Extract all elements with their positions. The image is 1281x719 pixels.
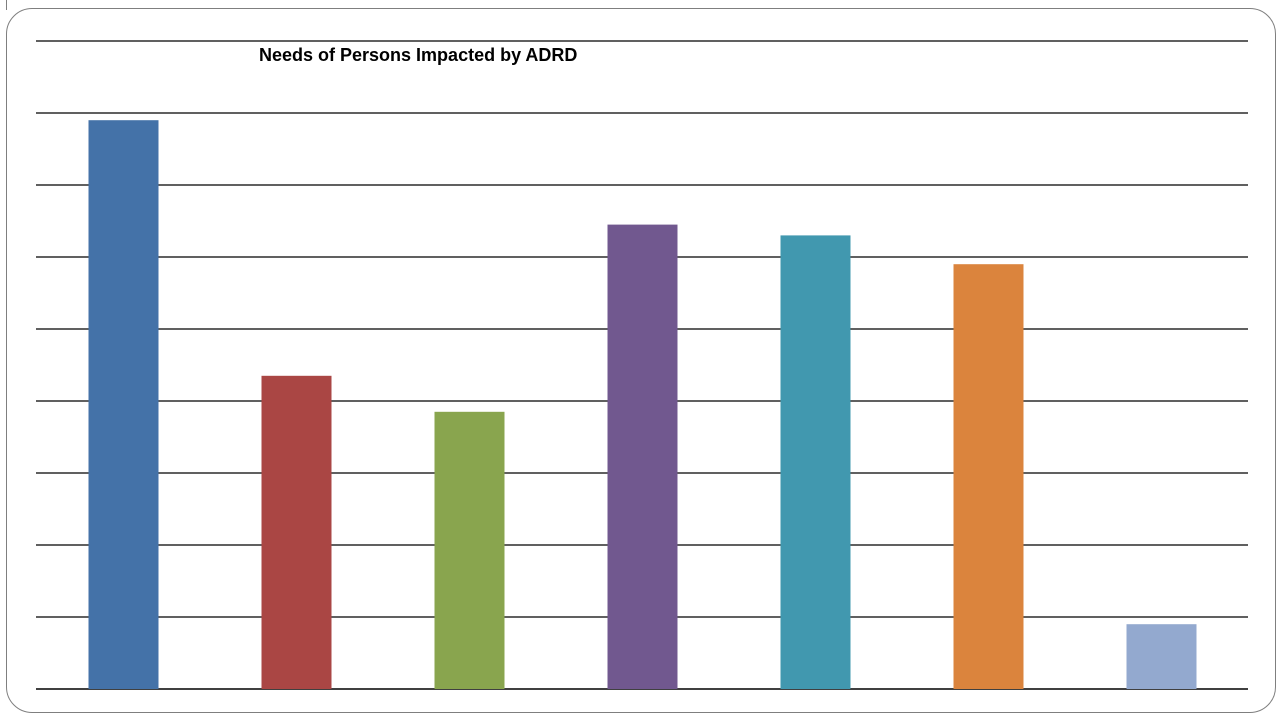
bar-1 <box>88 120 159 689</box>
bar-4 <box>607 224 678 689</box>
bar-2 <box>261 375 332 689</box>
bar-6 <box>953 264 1024 689</box>
chart-title: Needs of Persons Impacted by ADRD <box>259 45 578 65</box>
bar-7 <box>1126 624 1197 689</box>
bar-5 <box>780 235 851 689</box>
frame-corner-tick <box>6 0 7 10</box>
bars <box>88 120 1197 689</box>
bar-3 <box>434 411 505 689</box>
